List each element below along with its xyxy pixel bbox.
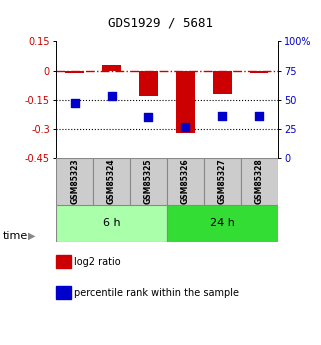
Text: GDS1929 / 5681: GDS1929 / 5681 — [108, 16, 213, 29]
Bar — [167, 158, 204, 205]
Text: GSM85327: GSM85327 — [218, 159, 227, 204]
Text: GSM85324: GSM85324 — [107, 159, 116, 204]
Text: percentile rank within the sample: percentile rank within the sample — [74, 288, 239, 297]
Text: log2 ratio: log2 ratio — [74, 257, 120, 266]
Text: ▶: ▶ — [28, 231, 36, 240]
Bar — [241, 158, 278, 205]
Point — [183, 124, 188, 129]
Text: GSM85323: GSM85323 — [70, 159, 79, 204]
Bar — [204, 158, 241, 205]
Bar — [167, 205, 278, 241]
Bar — [93, 158, 130, 205]
Text: 6 h: 6 h — [103, 218, 120, 228]
Bar — [213, 71, 231, 94]
Bar — [139, 71, 158, 96]
Point — [109, 93, 114, 99]
Point — [220, 114, 225, 119]
Point — [72, 100, 77, 106]
Bar — [250, 71, 268, 72]
Bar — [56, 158, 93, 205]
Text: 24 h: 24 h — [210, 218, 235, 228]
Bar — [56, 205, 167, 241]
Text: GSM85325: GSM85325 — [144, 159, 153, 204]
Bar — [102, 65, 121, 71]
Bar — [130, 158, 167, 205]
Text: GSM85326: GSM85326 — [181, 159, 190, 204]
Point — [146, 115, 151, 120]
Bar — [176, 71, 195, 133]
Bar — [65, 71, 84, 72]
Point — [256, 114, 262, 119]
Text: time: time — [3, 231, 29, 240]
Text: GSM85328: GSM85328 — [255, 159, 264, 204]
